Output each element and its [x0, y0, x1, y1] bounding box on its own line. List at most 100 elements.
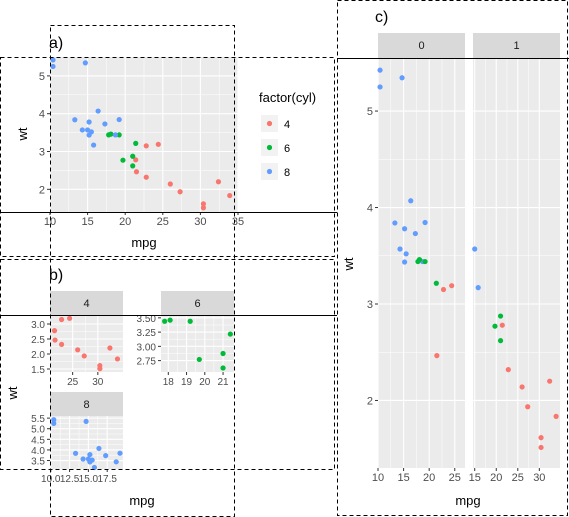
- b-facet-4-point-cyl-4: [107, 345, 113, 351]
- a-point-cyl-6: [116, 132, 122, 138]
- b-facet-4-point-cyl-4: [58, 341, 65, 347]
- a-tick-label-x: 15: [81, 216, 93, 228]
- a-point-cyl-4: [143, 143, 149, 149]
- layout-box-c: [337, 0, 568, 516]
- a-point-cyl-8: [72, 117, 78, 123]
- b-facet-6-tick-label-y: 3.25: [137, 328, 157, 339]
- panel-c-strip-0: [378, 33, 465, 58]
- b-facet-4-point-cyl-4: [97, 366, 103, 372]
- b-facet-4-tick-label-y: 1.5: [31, 365, 45, 376]
- a-point-cyl-4: [215, 179, 222, 185]
- panel-b-x-axis-title: mpg: [129, 493, 154, 508]
- panel-b-strip-label: 4: [83, 298, 89, 310]
- panel-a-tag: a): [49, 35, 63, 52]
- c-facet-0-point-cyl-6: [422, 258, 428, 265]
- c-facet-1-point-cyl-8: [472, 246, 478, 252]
- a-point-cyl-8: [79, 127, 85, 133]
- b-facet-6-tick-label-x: 18: [163, 377, 175, 388]
- c-facet-1-point-cyl-4: [553, 413, 559, 419]
- a-tick-label-y: 4: [39, 109, 45, 121]
- b-facet-8-point-cyl-8: [96, 445, 102, 452]
- a-point-cyl-6: [120, 157, 126, 163]
- b-facet-6-tick-label-x: 20: [199, 377, 211, 388]
- a-point-cyl-8: [116, 116, 122, 123]
- b-facet-8-point-cyl-8: [51, 417, 57, 423]
- panel-c-tag: c): [375, 9, 388, 26]
- b-facet-8-tick-label-x: 12.5: [60, 474, 80, 485]
- c-facet-0-point-cyl-8: [399, 75, 405, 81]
- c-facet-0-tick-label-y: 3: [367, 299, 373, 311]
- a-point-cyl-8: [95, 108, 101, 114]
- legend-key-cyl-4: [266, 120, 273, 127]
- b-facet-6-panel-background: [161, 315, 234, 372]
- a-point-cyl-6: [130, 153, 136, 159]
- b-facet-4-tick-label-x: 25: [67, 377, 79, 388]
- b-facet-8-tick-label-y: 4.0: [31, 446, 45, 457]
- c-facet-1-panel: 15 20 25 30: [469, 58, 560, 484]
- b-facet-8-point-cyl-8: [51, 420, 57, 427]
- c-facet-1-point-cyl-6: [497, 338, 504, 344]
- layout-box-a-row: [0, 57, 335, 257]
- a-point-cyl-4: [155, 141, 161, 147]
- a-point-cyl-6: [130, 163, 136, 169]
- b-facet-8-point-cyl-8: [85, 456, 91, 462]
- layout-box-b-row: [0, 259, 335, 470]
- legend-title: factor(cyl): [259, 90, 316, 105]
- a-panel: 10 15 20 25 30 35 2 3 4 5: [39, 57, 244, 228]
- c-facet-1-panel-background: [473, 58, 560, 468]
- b-facet-6-point-cyl-6: [167, 317, 173, 323]
- b-facet-8-point-cyl-8: [83, 418, 89, 425]
- c-facet-0-point-cyl-4: [440, 286, 447, 293]
- legend-key-cyl-6: [266, 144, 273, 151]
- b-facet-6-point-cyl-6: [162, 318, 168, 324]
- a-tick-label-y: 2: [39, 184, 45, 196]
- panel-a-x-axis-title: mpg: [131, 235, 156, 250]
- c-facet-0-tick-label-x: 10: [372, 472, 384, 484]
- b-facet-8-tick-label-x: 17.5: [97, 474, 117, 485]
- c-facet-1-point-cyl-4: [525, 404, 531, 410]
- c-facet-1-point-cyl-4: [538, 435, 544, 441]
- b-facet-6-point-cyl-6: [220, 350, 226, 357]
- c-facet-0-point-cyl-8: [392, 220, 398, 226]
- c-facet-0-point-cyl-8: [402, 226, 408, 232]
- b-facet-4-point-cyl-4: [58, 316, 65, 323]
- panel-a-y-axis-title: wt: [15, 127, 30, 141]
- a-point-cyl-4: [143, 174, 149, 180]
- a-point-cyl-4: [200, 201, 207, 207]
- c-facet-0-point-cyl-6: [415, 258, 421, 265]
- a-point-cyl-8: [112, 132, 119, 138]
- c-facet-0-tick-label-x: 20: [423, 472, 435, 484]
- b-facet-4-tick-label-y: 2.5: [31, 335, 45, 346]
- c-facet-0-tick-label-y: 2: [367, 395, 373, 407]
- b-facet-4-tick-label-y: 2.0: [31, 350, 45, 361]
- b-facet-4-panel: 25 30 1.5 2.0 2.5 3.0: [31, 315, 123, 388]
- c-facet-0-point-cyl-8: [408, 198, 414, 204]
- legend-label-cyl-4: 4: [284, 119, 290, 131]
- a-point-cyl-8: [82, 60, 88, 66]
- legend-label-cyl-6: 6: [284, 143, 290, 155]
- a-tick-label-x: 10: [44, 216, 56, 228]
- b-facet-6-point-cyl-6: [187, 318, 193, 324]
- c-facet-0-tick-label-y: 4: [367, 203, 373, 215]
- b-facet-6-tick-label-x: 19: [181, 377, 193, 388]
- b-facet-6-panel: 18 19 20 21 2.75 3.00 3.25 3.50: [137, 314, 234, 388]
- panel-c-strip-label: 1: [513, 40, 519, 52]
- c-facet-0-point-cyl-6: [433, 280, 439, 286]
- panel-b-tag: b): [49, 267, 63, 284]
- b-facet-6-tick-label-y: 3.00: [137, 342, 157, 353]
- a-point-cyl-4: [167, 181, 173, 187]
- b-facet-8-tick-label-y: 5.0: [31, 425, 45, 436]
- a-point-cyl-4: [177, 189, 183, 195]
- c-facet-1-point-cyl-4: [519, 384, 525, 390]
- b-facet-8-panel: 10.0 12.5 15.0 17.53.54.04.55.05.5: [31, 414, 123, 485]
- a-point-cyl-8: [91, 142, 97, 148]
- b-facet-6-point-cyl-6: [227, 331, 233, 337]
- a-point-cyl-8: [50, 57, 56, 63]
- legend-key-cyl-8: [266, 168, 273, 175]
- c-facet-0-tick-label-x: 15: [397, 472, 409, 484]
- a-point-cyl-4: [133, 169, 140, 175]
- c-facet-0-point-cyl-8: [403, 251, 409, 257]
- b-facet-6-tick-label-x: 21: [217, 377, 229, 388]
- b-facet-6-tick-label-y: 3.50: [137, 314, 157, 325]
